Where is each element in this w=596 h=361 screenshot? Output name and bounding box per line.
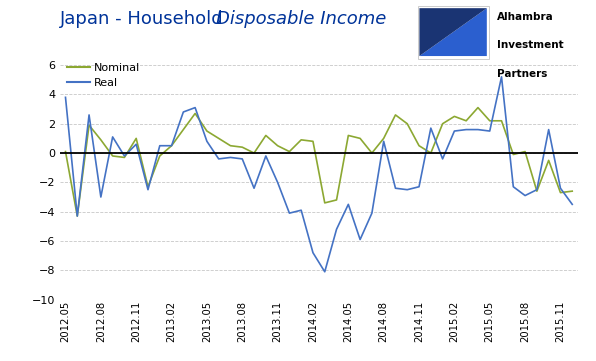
- Text: Investment: Investment: [497, 40, 564, 51]
- Legend: Nominal, Real: Nominal, Real: [65, 61, 142, 90]
- Text: Partners: Partners: [497, 69, 548, 79]
- Text: Japan - Household: Japan - Household: [60, 10, 229, 28]
- Text: Alhambra: Alhambra: [497, 12, 554, 22]
- Text: Disposable Income: Disposable Income: [216, 10, 386, 28]
- Polygon shape: [420, 8, 487, 56]
- Polygon shape: [420, 8, 487, 56]
